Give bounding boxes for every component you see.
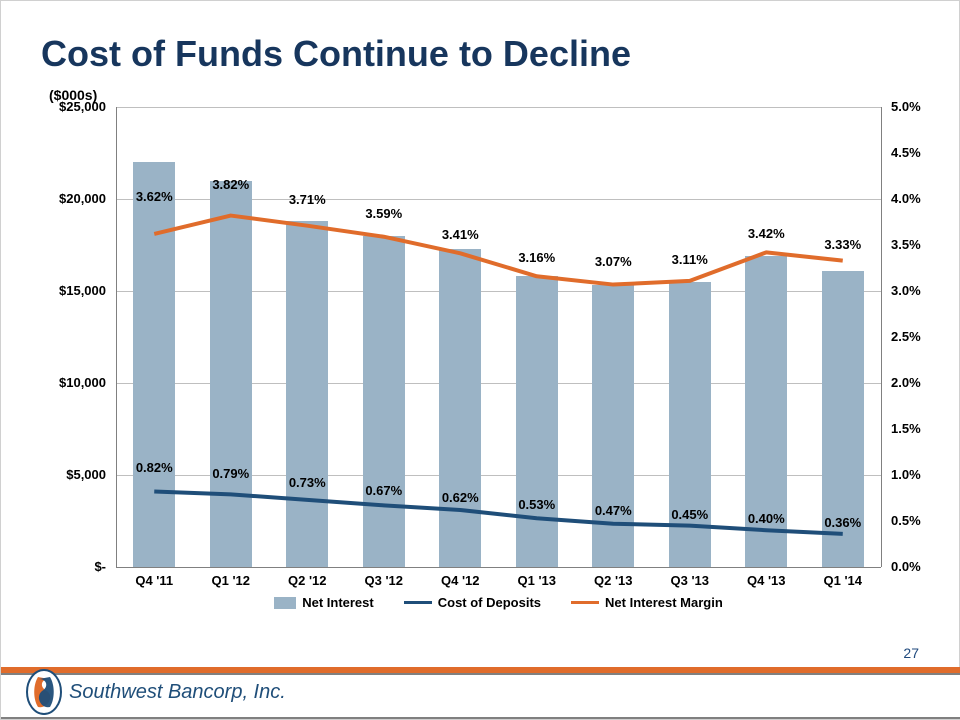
x-tick-label: Q2 '12: [269, 573, 346, 588]
y-right-tick-label: 1.0%: [891, 467, 921, 482]
label-net-interest-margin: 3.62%: [126, 189, 182, 204]
label-cost-of-deposits: 0.36%: [815, 515, 871, 530]
y-left-tick-label: $25,000: [36, 99, 106, 114]
y-left-tick-label: $15,000: [36, 283, 106, 298]
y-right-tick-label: 4.5%: [891, 145, 921, 160]
label-cost-of-deposits: 0.45%: [662, 507, 718, 522]
x-axis-line: [116, 567, 881, 568]
x-tick-label: Q4 '11: [116, 573, 193, 588]
y-right-tick-label: 4.0%: [891, 191, 921, 206]
legend-swatch-line-icon: [404, 601, 432, 604]
y-left-tick-label: $-: [36, 559, 106, 574]
x-tick-label: Q4 '13: [728, 573, 805, 588]
legend-label: Cost of Deposits: [438, 595, 541, 610]
company-logo: Southwest Bancorp, Inc.: [25, 669, 286, 715]
y-left-tick-label: $5,000: [36, 467, 106, 482]
label-net-interest-margin: 3.16%: [509, 250, 565, 265]
company-name: Southwest Bancorp, Inc.: [69, 681, 286, 704]
legend-item: Net Interest: [274, 595, 374, 610]
label-net-interest-margin: 3.41%: [432, 227, 488, 242]
y-right-tick-label: 0.5%: [891, 513, 921, 528]
label-cost-of-deposits: 0.62%: [432, 490, 488, 505]
x-tick-label: Q1 '13: [499, 573, 576, 588]
legend: Net Interest Cost of Deposits Net Interest…: [116, 595, 881, 610]
label-cost-of-deposits: 0.82%: [126, 460, 182, 475]
y-right-tick-label: 2.5%: [891, 329, 921, 344]
page-number: 27: [903, 645, 919, 661]
y-left-tick-label: $10,000: [36, 375, 106, 390]
label-cost-of-deposits: 0.47%: [585, 503, 641, 518]
legend-swatch-bar-icon: [274, 597, 296, 609]
legend-label: Net Interest: [302, 595, 374, 610]
label-net-interest-margin: 3.42%: [738, 226, 794, 241]
label-net-interest-margin: 3.59%: [356, 206, 412, 221]
y-left-tick-label: $20,000: [36, 191, 106, 206]
legend-swatch-line-icon: [571, 601, 599, 604]
label-cost-of-deposits: 0.53%: [509, 497, 565, 512]
legend-label: Net Interest Margin: [605, 595, 723, 610]
y-axis-line-right: [881, 107, 882, 567]
x-tick-label: Q2 '13: [575, 573, 652, 588]
label-net-interest-margin: 3.33%: [815, 237, 871, 252]
label-net-interest-margin: 3.82%: [203, 177, 259, 192]
legend-item: Net Interest Margin: [571, 595, 723, 610]
label-net-interest-margin: 3.11%: [662, 252, 718, 267]
slide-title: Cost of Funds Continue to Decline: [41, 33, 631, 75]
y-right-tick-label: 3.0%: [891, 283, 921, 298]
x-tick-label: Q3 '12: [346, 573, 423, 588]
x-tick-label: Q1 '12: [193, 573, 270, 588]
label-net-interest-margin: 3.71%: [279, 192, 335, 207]
slide: Cost of Funds Continue to Decline ($000s…: [0, 0, 960, 720]
x-tick-label: Q1 '14: [805, 573, 882, 588]
legend-item: Cost of Deposits: [404, 595, 541, 610]
x-tick-label: Q4 '12: [422, 573, 499, 588]
y-right-tick-label: 0.0%: [891, 559, 921, 574]
label-cost-of-deposits: 0.79%: [203, 466, 259, 481]
y-right-tick-label: 3.5%: [891, 237, 921, 252]
label-cost-of-deposits: 0.73%: [279, 475, 335, 490]
label-net-interest-margin: 3.07%: [585, 254, 641, 269]
combo-chart: $-$5,000$10,000$15,000$20,000$25,0000.0%…: [116, 107, 881, 567]
logo-mark-icon: [25, 669, 63, 715]
label-cost-of-deposits: 0.67%: [356, 483, 412, 498]
label-cost-of-deposits: 0.40%: [738, 511, 794, 526]
y-right-tick-label: 1.5%: [891, 421, 921, 436]
y-right-tick-label: 2.0%: [891, 375, 921, 390]
x-tick-label: Q3 '13: [652, 573, 729, 588]
y-right-tick-label: 5.0%: [891, 99, 921, 114]
